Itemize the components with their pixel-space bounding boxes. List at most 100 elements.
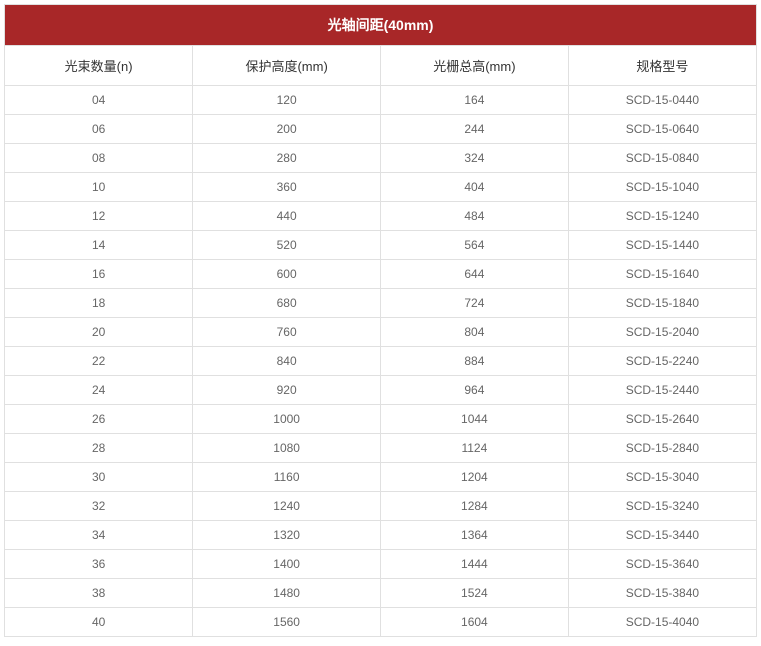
spec-table: 光束数量(n) 保护高度(mm) 光栅总高(mm) 规格型号 04120164S…	[5, 46, 756, 636]
table-cell: 760	[193, 318, 381, 347]
table-cell: 38	[5, 579, 193, 608]
table-row: 14520564SCD-15-1440	[5, 231, 756, 260]
table-cell: SCD-15-1640	[568, 260, 756, 289]
table-cell: 10	[5, 173, 193, 202]
table-cell: SCD-15-2240	[568, 347, 756, 376]
table-cell: SCD-15-1840	[568, 289, 756, 318]
table-cell: 440	[193, 202, 381, 231]
table-cell: 1560	[193, 608, 381, 637]
table-cell: 1080	[193, 434, 381, 463]
col-header-model: 规格型号	[568, 46, 756, 86]
table-cell: 324	[381, 144, 569, 173]
table-row: 4015601604SCD-15-4040	[5, 608, 756, 637]
table-cell: 600	[193, 260, 381, 289]
table-cell: 840	[193, 347, 381, 376]
table-cell: 06	[5, 115, 193, 144]
table-cell: 40	[5, 608, 193, 637]
table-cell: 04	[5, 86, 193, 115]
table-cell: SCD-15-2640	[568, 405, 756, 434]
table-row: 04120164SCD-15-0440	[5, 86, 756, 115]
table-cell: 20	[5, 318, 193, 347]
table-cell: 120	[193, 86, 381, 115]
table-cell: SCD-15-1040	[568, 173, 756, 202]
table-cell: 30	[5, 463, 193, 492]
table-cell: 1204	[381, 463, 569, 492]
table-cell: 34	[5, 521, 193, 550]
table-cell: 200	[193, 115, 381, 144]
table-cell: 24	[5, 376, 193, 405]
table-row: 3814801524SCD-15-3840	[5, 579, 756, 608]
table-cell: 1124	[381, 434, 569, 463]
table-cell: 28	[5, 434, 193, 463]
table-cell: SCD-15-3840	[568, 579, 756, 608]
table-cell: SCD-15-2440	[568, 376, 756, 405]
table-cell: SCD-15-3640	[568, 550, 756, 579]
table-cell: 1284	[381, 492, 569, 521]
table-cell: 1364	[381, 521, 569, 550]
table-cell: 1240	[193, 492, 381, 521]
table-row: 22840884SCD-15-2240	[5, 347, 756, 376]
table-row: 12440484SCD-15-1240	[5, 202, 756, 231]
table-cell: 964	[381, 376, 569, 405]
table-cell: 22	[5, 347, 193, 376]
table-row: 3011601204SCD-15-3040	[5, 463, 756, 492]
col-header-protect-height: 保护高度(mm)	[193, 46, 381, 86]
table-cell: SCD-15-2840	[568, 434, 756, 463]
table-cell: 564	[381, 231, 569, 260]
table-row: 16600644SCD-15-1640	[5, 260, 756, 289]
table-cell: SCD-15-3240	[568, 492, 756, 521]
table-cell: SCD-15-3040	[568, 463, 756, 492]
table-cell: 404	[381, 173, 569, 202]
table-cell: SCD-15-1240	[568, 202, 756, 231]
table-cell: 644	[381, 260, 569, 289]
table-cell: 280	[193, 144, 381, 173]
header-row: 光束数量(n) 保护高度(mm) 光栅总高(mm) 规格型号	[5, 46, 756, 86]
table-row: 3212401284SCD-15-3240	[5, 492, 756, 521]
col-header-beam-count: 光束数量(n)	[5, 46, 193, 86]
table-cell: 1160	[193, 463, 381, 492]
table-row: 18680724SCD-15-1840	[5, 289, 756, 318]
table-row: 3614001444SCD-15-3640	[5, 550, 756, 579]
table-cell: 244	[381, 115, 569, 144]
table-row: 2610001044SCD-15-2640	[5, 405, 756, 434]
table-cell: 1044	[381, 405, 569, 434]
table-row: 08280324SCD-15-0840	[5, 144, 756, 173]
col-header-grating-height: 光栅总高(mm)	[381, 46, 569, 86]
table-row: 24920964SCD-15-2440	[5, 376, 756, 405]
table-cell: 920	[193, 376, 381, 405]
table-cell: 360	[193, 173, 381, 202]
table-cell: 520	[193, 231, 381, 260]
table-cell: 724	[381, 289, 569, 318]
table-cell: 884	[381, 347, 569, 376]
table-cell: 680	[193, 289, 381, 318]
table-cell: SCD-15-1440	[568, 231, 756, 260]
table-cell: 164	[381, 86, 569, 115]
table-cell: 1524	[381, 579, 569, 608]
table-cell: 484	[381, 202, 569, 231]
table-row: 3413201364SCD-15-3440	[5, 521, 756, 550]
table-cell: 12	[5, 202, 193, 231]
table-row: 10360404SCD-15-1040	[5, 173, 756, 202]
table-title: 光轴间距(40mm)	[5, 5, 756, 46]
table-cell: 32	[5, 492, 193, 521]
table-cell: SCD-15-0440	[568, 86, 756, 115]
table-row: 2810801124SCD-15-2840	[5, 434, 756, 463]
table-cell: 1000	[193, 405, 381, 434]
table-body: 04120164SCD-15-044006200244SCD-15-064008…	[5, 86, 756, 637]
table-cell: 1444	[381, 550, 569, 579]
table-cell: 14	[5, 231, 193, 260]
table-cell: SCD-15-2040	[568, 318, 756, 347]
table-cell: 1400	[193, 550, 381, 579]
table-cell: 1320	[193, 521, 381, 550]
table-cell: 1480	[193, 579, 381, 608]
table-cell: SCD-15-0840	[568, 144, 756, 173]
table-cell: 1604	[381, 608, 569, 637]
table-cell: SCD-15-0640	[568, 115, 756, 144]
table-cell: 08	[5, 144, 193, 173]
table-cell: SCD-15-3440	[568, 521, 756, 550]
spec-table-container: 光轴间距(40mm) 光束数量(n) 保护高度(mm) 光栅总高(mm) 规格型…	[4, 4, 757, 637]
table-cell: 804	[381, 318, 569, 347]
table-row: 06200244SCD-15-0640	[5, 115, 756, 144]
table-row: 20760804SCD-15-2040	[5, 318, 756, 347]
table-header: 光束数量(n) 保护高度(mm) 光栅总高(mm) 规格型号	[5, 46, 756, 86]
